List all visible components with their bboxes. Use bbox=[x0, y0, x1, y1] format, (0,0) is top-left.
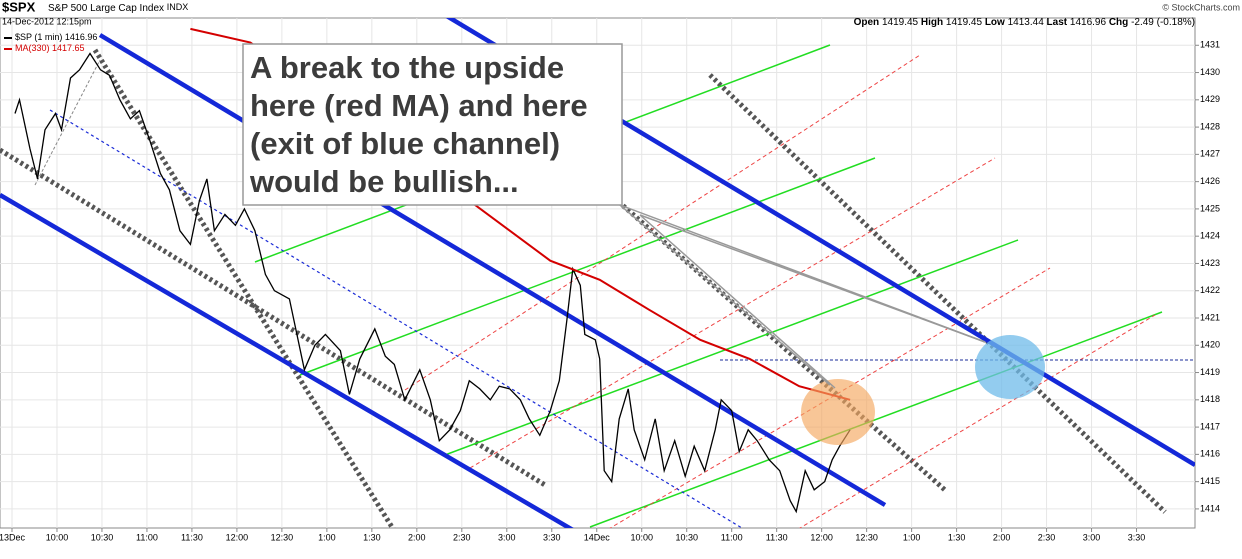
stat-value: 1419.45 bbox=[882, 17, 919, 28]
highlight bbox=[801, 379, 875, 445]
y-tick-label: 1414 bbox=[1200, 503, 1220, 513]
stat-label: Low bbox=[985, 17, 1005, 28]
y-tick-label: 1430 bbox=[1200, 67, 1220, 77]
green-lines bbox=[254, 44, 1163, 528]
y-tick-label: 1417 bbox=[1200, 421, 1220, 431]
x-tick-label: 1:30 bbox=[363, 532, 381, 542]
x-tick-label: 11:30 bbox=[766, 532, 788, 542]
stat-value: -2.49 bbox=[1131, 17, 1154, 28]
y-tick-label: 1428 bbox=[1200, 121, 1220, 131]
x-tick-label: 12:00 bbox=[810, 532, 833, 542]
callout-pointer bbox=[639, 214, 986, 343]
x-tick-label: 3:00 bbox=[498, 532, 516, 542]
callout-pointer bbox=[639, 214, 836, 389]
y-tick-label: 1420 bbox=[1200, 340, 1220, 350]
legend-name: $SP (1 min) bbox=[15, 32, 62, 42]
x-tick-label: 10:30 bbox=[675, 532, 698, 542]
y-tick-label: 1419 bbox=[1200, 367, 1220, 377]
stat-value: 1416.96 bbox=[1070, 17, 1107, 28]
x-tick-label: 1:00 bbox=[903, 532, 921, 542]
trend-line bbox=[469, 157, 996, 469]
x-tick-label: 3:30 bbox=[1128, 532, 1146, 542]
y-tick-label: 1426 bbox=[1200, 176, 1220, 186]
y-tick-label: 1415 bbox=[1200, 476, 1220, 486]
highlight bbox=[975, 335, 1045, 399]
y-tick-label: 1427 bbox=[1200, 149, 1220, 159]
trend-line bbox=[404, 54, 921, 391]
y-tick-label: 1425 bbox=[1200, 203, 1220, 213]
x-tick-label: 12:30 bbox=[271, 532, 294, 542]
x-tick-label: 2:30 bbox=[1038, 532, 1056, 542]
stat-value: 1419.45 bbox=[946, 17, 983, 28]
x-tick-label: 13Dec bbox=[0, 532, 26, 542]
trend-line bbox=[98, 33, 887, 507]
y-tick-label: 1423 bbox=[1200, 258, 1220, 268]
y-tick-label: 1429 bbox=[1200, 94, 1220, 104]
legend-name: MA(330) bbox=[15, 43, 50, 53]
x-tick-label: 2:00 bbox=[993, 532, 1011, 542]
subtitle: S&P 500 Large Cap Index INDX bbox=[48, 2, 188, 13]
stat-label: Last bbox=[1047, 17, 1068, 28]
date: 14-Dec-2012 12:15pm bbox=[2, 16, 92, 26]
callout-pointer bbox=[619, 204, 831, 386]
series-line bbox=[14, 52, 851, 514]
x-tick-label: 11:30 bbox=[181, 532, 203, 542]
stat-value: (-0.18%) bbox=[1157, 17, 1195, 28]
trend-line bbox=[0, 147, 547, 488]
x-tick-label: 11:00 bbox=[136, 532, 158, 542]
legend-entry: MA(330) 1417.65 bbox=[15, 43, 85, 53]
y-tick-label: 1418 bbox=[1200, 394, 1220, 404]
y-tick-label: 1416 bbox=[1200, 449, 1220, 459]
x-tick-label: 11:00 bbox=[721, 532, 743, 542]
x-tick-label: 12:30 bbox=[855, 532, 878, 542]
subtitle: S&P 500 Large Cap Index bbox=[48, 3, 164, 14]
x-tick-label: 1:00 bbox=[318, 532, 336, 542]
legend-value: 1417.65 bbox=[52, 43, 85, 53]
trend-line bbox=[589, 311, 1163, 528]
chart-title: $SPX bbox=[2, 0, 36, 14]
y-tick-label: 1421 bbox=[1200, 312, 1220, 322]
x-tick-label: 12:00 bbox=[226, 532, 249, 542]
annotation-line: here (red MA) and here bbox=[250, 88, 588, 123]
credit: © StockCharts.com bbox=[1162, 2, 1240, 12]
x-tick-label: 10:00 bbox=[46, 532, 69, 542]
y-tick-label: 1424 bbox=[1200, 231, 1220, 241]
y-tick-label: 1431 bbox=[1200, 40, 1220, 50]
x-tick-label: 14Dec bbox=[584, 532, 611, 542]
trend-line bbox=[34, 59, 101, 186]
annotation-line: A break to the upside bbox=[250, 50, 564, 85]
stat-value: 1413.44 bbox=[1008, 17, 1045, 28]
stat-label: Open bbox=[854, 17, 880, 28]
trend-line bbox=[0, 193, 574, 528]
x-tick-label: 2:00 bbox=[408, 532, 426, 542]
x-tick-label: 3:30 bbox=[543, 532, 561, 542]
y-tick-label: 1422 bbox=[1200, 285, 1220, 295]
x-tick-label: 1:30 bbox=[948, 532, 966, 542]
trend-line bbox=[799, 314, 1156, 528]
x-tick-label: 3:00 bbox=[1083, 532, 1101, 542]
stat-label: High bbox=[921, 17, 943, 28]
trend-line bbox=[299, 157, 876, 376]
legend-entry: $SP (1 min) 1416.96 bbox=[15, 32, 97, 42]
x-tick-label: 10:00 bbox=[630, 532, 653, 542]
trend-line bbox=[444, 239, 1019, 456]
annotation-line: would be bullish... bbox=[249, 164, 519, 199]
x-tick-label: 2:30 bbox=[453, 532, 471, 542]
annotation-line: (exit of blue channel) bbox=[250, 126, 560, 161]
stats: Open 1419.45 High 1419.45 Low 1413.44 La… bbox=[854, 17, 1195, 28]
x-tick-label: 10:30 bbox=[91, 532, 114, 542]
exchange: INDX bbox=[167, 2, 189, 12]
callout-box bbox=[242, 43, 623, 206]
drawing-tools bbox=[0, 18, 1195, 528]
stat-label: Chg bbox=[1109, 17, 1128, 28]
legend-value: 1416.96 bbox=[65, 32, 98, 42]
